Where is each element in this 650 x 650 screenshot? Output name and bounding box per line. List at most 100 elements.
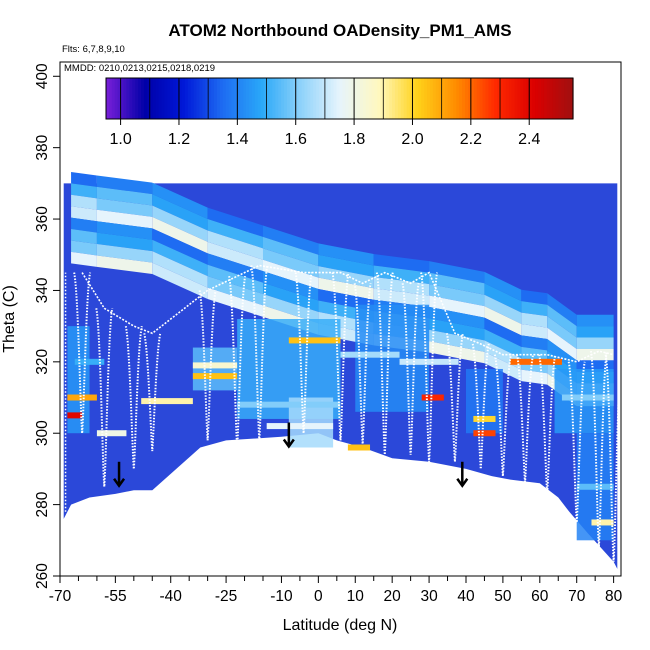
x-tick-label: 0 bbox=[314, 588, 323, 605]
x-tick-label: 40 bbox=[457, 588, 475, 605]
colorbar-cell bbox=[465, 78, 469, 119]
colorbar-cell bbox=[211, 78, 215, 119]
flight-profile-trace bbox=[143, 333, 162, 452]
strat-layer-cell bbox=[207, 207, 263, 237]
colorbar-cell bbox=[365, 78, 370, 119]
colorbar-cell bbox=[196, 78, 200, 119]
colorbar-cell bbox=[543, 78, 548, 119]
colorbar-cell bbox=[135, 78, 139, 119]
strat-layer-cell bbox=[71, 240, 97, 256]
y-tick-label: 340 bbox=[34, 277, 51, 303]
value-band bbox=[591, 519, 614, 526]
colorbar-cell bbox=[561, 78, 565, 119]
colorbar-cell bbox=[181, 78, 186, 119]
strat-layer-cell bbox=[429, 261, 485, 284]
strat-layer-cell bbox=[429, 306, 485, 329]
strat-layer-cell bbox=[484, 328, 522, 359]
colorbar-cell bbox=[208, 78, 212, 119]
strat-layer-cell bbox=[521, 289, 548, 305]
value-band bbox=[561, 394, 614, 401]
flights-annotation: Flts: 6,7,8,9,10 bbox=[62, 44, 125, 55]
colorbar-cell bbox=[184, 78, 189, 119]
colorbar-cell bbox=[249, 78, 253, 119]
colorbar-cell bbox=[167, 78, 171, 119]
colorbar-cell bbox=[158, 78, 163, 119]
colorbar-cell bbox=[234, 78, 238, 119]
strat-layer-cell bbox=[71, 171, 97, 187]
colorbar-cell bbox=[354, 78, 358, 119]
colorbar-cell bbox=[138, 78, 142, 119]
strat-layer-cell bbox=[152, 216, 208, 254]
colorbar-cell bbox=[120, 78, 125, 119]
colorbar-tick-label: 2.0 bbox=[401, 131, 423, 148]
y-tick-label: 400 bbox=[34, 63, 51, 89]
x-tick-label: -55 bbox=[104, 588, 126, 605]
strat-layer-cell bbox=[484, 306, 522, 336]
flight-profile-trace bbox=[294, 272, 313, 434]
colorbar-tick-label: 2.4 bbox=[518, 131, 540, 148]
colorbar-cell bbox=[345, 78, 349, 119]
colorbar-cell bbox=[114, 78, 119, 119]
colorbar-cell bbox=[164, 78, 168, 119]
colorbar-cell bbox=[500, 78, 504, 119]
value-patch bbox=[67, 326, 90, 434]
colorbar-cell bbox=[106, 78, 110, 119]
colorbar-cell bbox=[359, 78, 364, 119]
chart-title: ATOM2 Northbound OADensity_PM1_AMS bbox=[168, 21, 511, 40]
strat-layer-cell bbox=[576, 337, 614, 349]
colorbar-cell bbox=[336, 78, 341, 119]
flight-profile-trace bbox=[589, 350, 608, 548]
colorbar-cell bbox=[129, 78, 133, 119]
strat-layer-cell bbox=[262, 248, 319, 278]
colorbar-cell bbox=[193, 78, 198, 119]
value-band bbox=[576, 483, 614, 490]
colorbar-cell bbox=[324, 78, 329, 119]
x-tick-label: 70 bbox=[568, 588, 586, 605]
colorbar-cell bbox=[432, 78, 437, 119]
colorbar-cell bbox=[173, 78, 177, 119]
strat-layer-cell bbox=[547, 293, 577, 327]
colorbar-cell bbox=[476, 78, 481, 119]
colorbar-cell bbox=[357, 78, 361, 119]
colorbar-cell bbox=[456, 78, 460, 119]
value-band bbox=[288, 337, 341, 344]
strat-layer-cell bbox=[547, 316, 577, 349]
dates-annotation: MMDD: 0210,0213,0215,0218,0219 bbox=[64, 63, 215, 74]
flight-profile-trace bbox=[228, 275, 247, 448]
strat-layer-cell bbox=[262, 236, 319, 267]
colorbar-cell bbox=[269, 78, 273, 119]
annotation-arrows bbox=[113, 422, 469, 488]
x-tick-label: -70 bbox=[49, 588, 72, 605]
colorbar-cell bbox=[257, 78, 262, 119]
colorbar-cell bbox=[497, 78, 501, 119]
colorbar-cell bbox=[555, 78, 560, 119]
value-band bbox=[510, 358, 562, 365]
colorbar-cell bbox=[514, 78, 519, 119]
colorbar-cell bbox=[152, 78, 157, 119]
colorbar-cell bbox=[216, 78, 221, 119]
colorbar-cell bbox=[284, 78, 288, 119]
strat-layer-cell bbox=[152, 205, 208, 242]
strat-layer-cell bbox=[521, 301, 548, 317]
strat-layer-cell bbox=[521, 323, 548, 339]
strat-layer-cell bbox=[429, 284, 485, 307]
strat-layer-cell bbox=[262, 225, 319, 255]
colorbar-cell bbox=[570, 78, 574, 119]
value-band bbox=[473, 415, 496, 422]
colorbar-cell bbox=[289, 78, 294, 119]
colorbar-cell bbox=[176, 78, 180, 119]
colorbar-cell bbox=[470, 78, 475, 119]
colorbar-cell bbox=[368, 78, 373, 119]
colorbar-cell bbox=[488, 78, 492, 119]
colorbar-cell bbox=[219, 78, 224, 119]
colorbar-cell bbox=[141, 78, 145, 119]
strat-layer-cell bbox=[521, 335, 548, 351]
colorbar-cell bbox=[146, 78, 151, 119]
colorbar-cell bbox=[155, 78, 160, 119]
colorbar-cell bbox=[330, 78, 335, 119]
colorbar-cell bbox=[222, 78, 227, 119]
colorbar-cell bbox=[485, 78, 489, 119]
colorbar-cell bbox=[362, 78, 367, 119]
strat-layer-cell bbox=[262, 271, 319, 301]
colorbar-cell bbox=[564, 78, 568, 119]
